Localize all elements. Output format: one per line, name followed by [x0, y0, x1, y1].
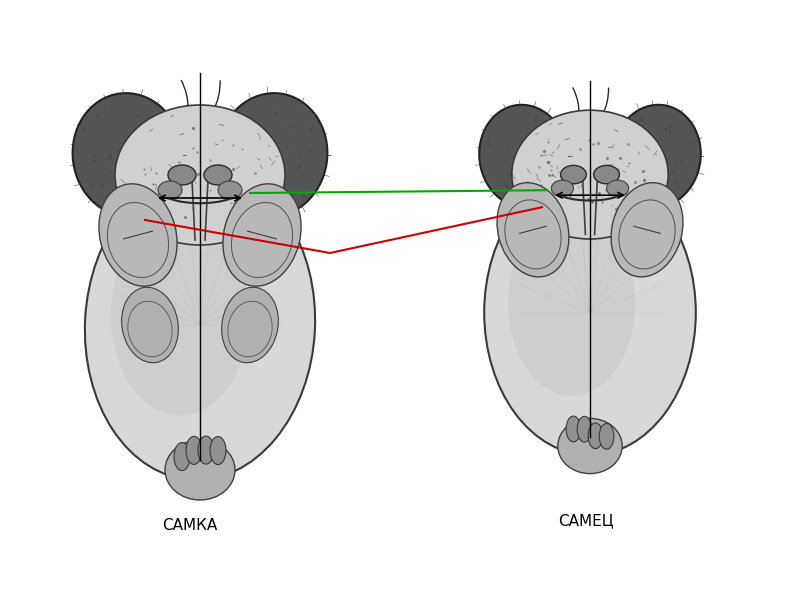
Ellipse shape: [186, 437, 202, 464]
Ellipse shape: [497, 183, 569, 277]
Ellipse shape: [599, 423, 614, 449]
Ellipse shape: [577, 416, 592, 442]
Ellipse shape: [204, 165, 232, 185]
Ellipse shape: [588, 423, 603, 449]
Ellipse shape: [566, 416, 581, 442]
Ellipse shape: [198, 436, 214, 464]
Ellipse shape: [484, 170, 696, 455]
Text: САМЕЦ: САМЕЦ: [558, 513, 614, 528]
Ellipse shape: [99, 184, 177, 286]
Ellipse shape: [158, 181, 182, 199]
Text: САМКА: САМКА: [162, 518, 218, 533]
Ellipse shape: [612, 105, 701, 207]
Ellipse shape: [73, 93, 183, 217]
Ellipse shape: [168, 165, 196, 185]
Ellipse shape: [217, 93, 327, 217]
Ellipse shape: [85, 170, 315, 480]
Ellipse shape: [122, 287, 178, 363]
Ellipse shape: [508, 210, 635, 396]
Ellipse shape: [561, 165, 586, 184]
Ellipse shape: [111, 214, 249, 415]
Ellipse shape: [551, 180, 574, 197]
Ellipse shape: [174, 443, 190, 470]
Ellipse shape: [594, 165, 619, 184]
Ellipse shape: [210, 437, 226, 464]
Ellipse shape: [558, 418, 622, 473]
Ellipse shape: [611, 183, 683, 277]
Ellipse shape: [165, 440, 235, 500]
Ellipse shape: [115, 105, 285, 245]
Ellipse shape: [606, 180, 629, 197]
Ellipse shape: [512, 110, 668, 239]
Ellipse shape: [222, 287, 278, 363]
Ellipse shape: [218, 181, 242, 199]
Ellipse shape: [479, 105, 568, 207]
Ellipse shape: [223, 184, 301, 286]
